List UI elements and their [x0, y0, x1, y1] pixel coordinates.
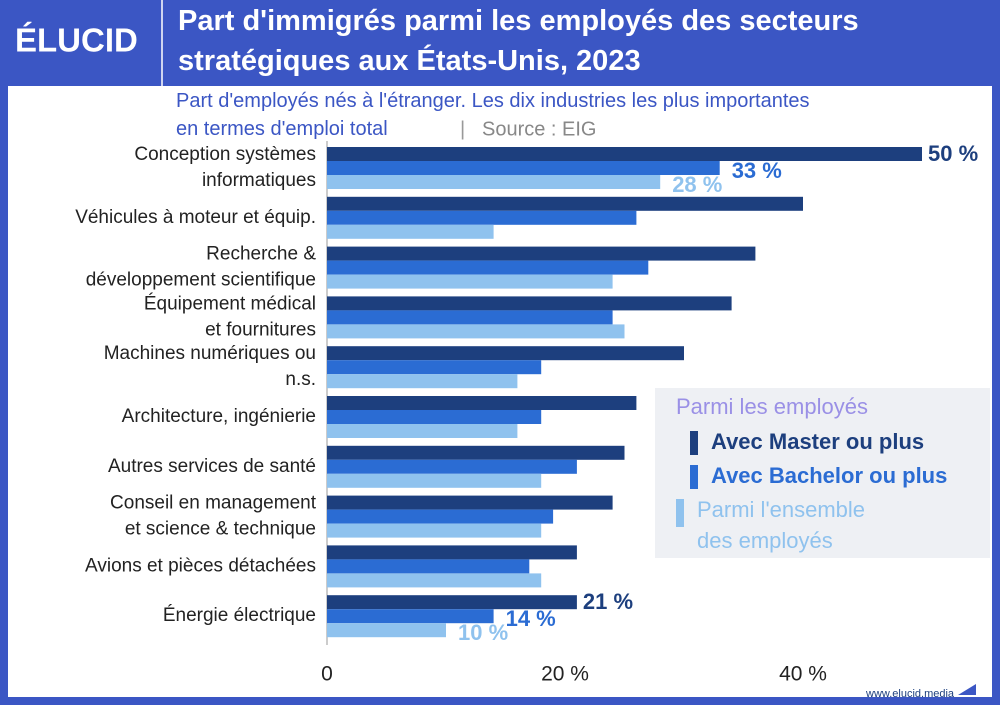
bar: [327, 396, 637, 410]
legend-label: Parmi l'ensemble des employés: [697, 497, 865, 553]
bar: [327, 324, 625, 339]
y-tick-label: Machines numériques ou n.s.: [104, 343, 316, 390]
x-tick-label: 20 %: [541, 663, 589, 686]
bar: [327, 360, 542, 375]
legend-label: Avec Master ou plus: [711, 429, 924, 454]
bar: [327, 175, 661, 189]
bar: [327, 595, 577, 610]
bar: [327, 424, 518, 438]
bar: [327, 473, 542, 488]
legend-label: Avec Bachelor ou plus: [711, 463, 947, 488]
value-label: 10 %: [458, 620, 508, 645]
bar: [327, 161, 720, 175]
footer: www.elucid.media: [865, 688, 955, 700]
separator: |: [460, 118, 465, 140]
y-tick-label: Énergie électrique: [163, 605, 316, 626]
y-tick-label: Autres services de santé: [108, 456, 316, 477]
bar: [327, 346, 684, 361]
bar: [327, 210, 637, 225]
footer-mark: [958, 684, 976, 695]
y-tick-label: Recherche & développement scientifique: [86, 244, 317, 291]
y-tick-label: Équipement médical et fournitures: [144, 293, 316, 340]
y-tick-label: Architecture, ingénierie: [122, 406, 316, 427]
x-tick-label: 0: [321, 663, 333, 686]
bar: [327, 445, 625, 460]
bar: [327, 374, 518, 389]
bar: [327, 310, 613, 325]
value-label: 50 %: [928, 141, 978, 166]
legend-marker: [690, 431, 698, 455]
bar: [327, 410, 542, 424]
legend-marker: [690, 465, 698, 489]
y-tick-label: Conseil en management et science & techni…: [110, 493, 317, 540]
bar: [327, 623, 446, 638]
y-tick-label: Conception systèmes informatiques: [134, 144, 316, 191]
legend-box: [655, 388, 990, 558]
bar: [327, 523, 542, 538]
x-tick-label: 40 %: [779, 663, 827, 686]
chart-title: Part d'immigrés parmi les employés des s…: [178, 5, 859, 77]
bar: [327, 459, 577, 474]
bar: [327, 147, 922, 161]
legend-title: Parmi les employés: [676, 394, 868, 419]
bar: [327, 224, 494, 239]
bar: [327, 559, 530, 574]
logo: ÉLUCID: [15, 22, 138, 59]
value-label: 14 %: [506, 606, 556, 631]
bar: [327, 246, 756, 261]
y-tick-label: Avions et pièces détachées: [85, 555, 316, 576]
bar: [327, 509, 554, 524]
bar: [327, 196, 803, 211]
bar: [327, 609, 494, 624]
source: Source : EIG: [482, 118, 597, 140]
bar: [327, 573, 542, 588]
bar: [327, 296, 732, 311]
bar: [327, 495, 613, 510]
y-tick-label: Véhicules à moteur et équip.: [75, 207, 316, 228]
value-label: 33 %: [732, 158, 782, 183]
value-label: 28 %: [672, 172, 722, 197]
subtitle: Part d'employés nés à l'étranger. Les di…: [176, 90, 810, 140]
legend-marker: [676, 499, 684, 527]
bar: [327, 260, 649, 275]
value-label: 21 %: [583, 589, 633, 614]
bar: [327, 545, 577, 560]
bar: [327, 274, 613, 289]
